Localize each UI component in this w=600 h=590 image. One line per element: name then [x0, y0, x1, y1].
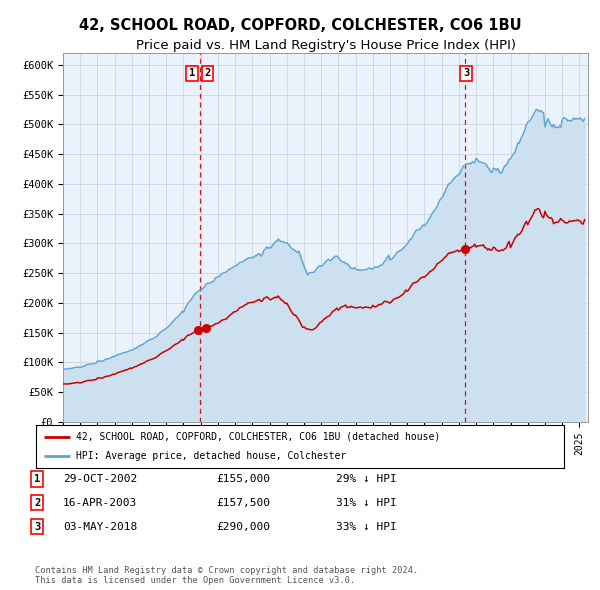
- Text: 42, SCHOOL ROAD, COPFORD, COLCHESTER, CO6 1BU: 42, SCHOOL ROAD, COPFORD, COLCHESTER, CO…: [79, 18, 521, 33]
- Text: 31% ↓ HPI: 31% ↓ HPI: [336, 498, 397, 507]
- Text: 16-APR-2003: 16-APR-2003: [63, 498, 137, 507]
- Text: 3: 3: [463, 68, 469, 78]
- Text: 2: 2: [34, 498, 40, 507]
- Text: 33% ↓ HPI: 33% ↓ HPI: [336, 522, 397, 532]
- Text: 1: 1: [34, 474, 40, 484]
- Text: Contains HM Land Registry data © Crown copyright and database right 2024.
This d: Contains HM Land Registry data © Crown c…: [35, 566, 418, 585]
- Text: 03-MAY-2018: 03-MAY-2018: [63, 522, 137, 532]
- Text: 1: 1: [189, 68, 195, 78]
- Text: 2: 2: [205, 68, 211, 78]
- Text: HPI: Average price, detached house, Colchester: HPI: Average price, detached house, Colc…: [76, 451, 346, 461]
- Text: 42, SCHOOL ROAD, COPFORD, COLCHESTER, CO6 1BU (detached house): 42, SCHOOL ROAD, COPFORD, COLCHESTER, CO…: [76, 432, 440, 442]
- Text: £155,000: £155,000: [216, 474, 270, 484]
- Text: 29% ↓ HPI: 29% ↓ HPI: [336, 474, 397, 484]
- Text: £290,000: £290,000: [216, 522, 270, 532]
- Title: Price paid vs. HM Land Registry's House Price Index (HPI): Price paid vs. HM Land Registry's House …: [136, 39, 515, 52]
- Text: 3: 3: [34, 522, 40, 532]
- Text: 29-OCT-2002: 29-OCT-2002: [63, 474, 137, 484]
- Text: £157,500: £157,500: [216, 498, 270, 507]
